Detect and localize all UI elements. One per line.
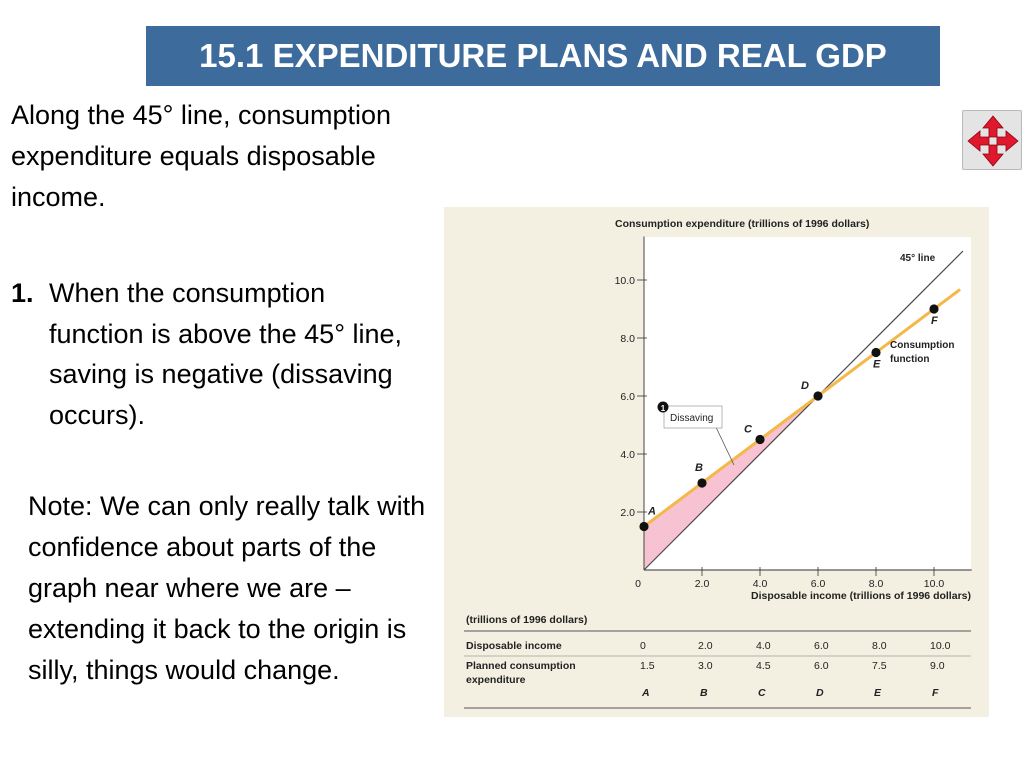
table-cell: 6.0: [814, 640, 829, 652]
x-tick-label: 8.0: [869, 578, 884, 590]
table-letter: A: [641, 687, 650, 699]
x-tick-label: 10.0: [924, 578, 945, 590]
marker-circle: [657, 401, 669, 413]
table-letter: F: [932, 687, 939, 699]
table-cell: 10.0: [930, 640, 951, 652]
x-tick-label: 4.0: [753, 578, 768, 590]
y-axis-ticks: 2.0 4.0 6.0 8.0 10.0: [615, 236, 647, 570]
table-cell: 1.5: [640, 660, 655, 672]
point-label-c: C: [744, 424, 753, 436]
y-tick-label: 4.0: [620, 449, 635, 461]
point-1-text: When the consumption function is above t…: [49, 278, 403, 430]
table-cell: 4.5: [756, 660, 771, 672]
y-tick-label: 8.0: [620, 333, 635, 345]
chart-figure: Consumption expenditure (trillions of 19…: [444, 207, 989, 717]
table-letter: C: [758, 687, 766, 699]
y-tick-label: 6.0: [620, 391, 635, 403]
table-cell: 9.0: [930, 660, 945, 672]
point-label-d: D: [801, 380, 809, 392]
table-caption: (trillions of 1996 dollars): [466, 614, 587, 626]
marker-number: 1: [661, 404, 666, 413]
point-1-number: 1.: [11, 278, 34, 308]
y-tick-label: 10.0: [615, 275, 636, 287]
x-tick-label: 6.0: [811, 578, 826, 590]
point-d: [813, 391, 823, 401]
dissaving-callout: Dissaving 1: [657, 401, 735, 466]
table-cell: 0: [640, 640, 646, 652]
x-tick-label: 0: [635, 578, 641, 590]
label-consumption-2: function: [890, 354, 929, 365]
table-cells: 0 2.0 4.0 6.0 8.0 10.0 1.5 3.0 4.5 6.0 7.5 9.0 A B C D E…: [640, 640, 951, 699]
point-label-f: F: [931, 315, 938, 327]
point-label-e: E: [873, 359, 881, 371]
x-axis-title: Disposable income (trillions of 1996 dol…: [751, 590, 971, 602]
four-way-arrows-icon: [967, 115, 1019, 167]
point-1: 1. When the consumption function is abov…: [11, 273, 411, 435]
label-45-line: 45° line: [900, 253, 936, 264]
point-e: [871, 347, 881, 358]
table-letter: E: [874, 687, 882, 699]
table-cell: 4.0: [756, 640, 771, 652]
point-b: [697, 478, 707, 488]
x-axis-ticks: 0 2.0 4.0 6.0 8.0 10.0: [635, 567, 972, 590]
table-cell: 6.0: [814, 660, 829, 672]
point-a: [639, 521, 649, 532]
table-letter: B: [700, 687, 708, 699]
dissaving-label: Dissaving: [670, 413, 713, 424]
intro-text: Along the 45° line, consumption expendit…: [11, 100, 392, 212]
table-row-label-2: Planned consumption: [466, 660, 576, 672]
dissaving-box: [663, 405, 723, 429]
note-text: Note: We can only really talk with confi…: [28, 491, 426, 685]
slide-title: 15.1 EXPENDITURE PLANS AND REAL GDP: [146, 26, 940, 86]
point-label-a: A: [647, 506, 656, 518]
table-cell: 7.5: [872, 660, 887, 672]
table-row-label-1: Disposable income: [466, 640, 562, 652]
table-cell: 8.0: [872, 640, 887, 652]
y-axis-title: Consumption expenditure (trillions of 19…: [615, 218, 869, 230]
consumption-function-line: [643, 288, 961, 528]
table-cell: 2.0: [698, 640, 713, 652]
table-row-label-2b: expenditure: [466, 674, 526, 686]
point-f: [929, 304, 939, 314]
y-tick-label: 2.0: [620, 507, 635, 519]
label-consumption-1: Consumption: [890, 340, 954, 351]
consumption-chart: Consumption expenditure (trillions of 19…: [464, 218, 972, 709]
x-tick-label: 2.0: [695, 578, 710, 590]
table-letter: D: [816, 687, 824, 699]
line-45-degree: [643, 250, 964, 571]
navigation-button[interactable]: [962, 110, 1022, 170]
table-cell: 3.0: [698, 660, 713, 672]
point-label-b: B: [695, 462, 703, 474]
data-points: A B C D E F: [639, 304, 939, 532]
point-c: [755, 434, 765, 445]
